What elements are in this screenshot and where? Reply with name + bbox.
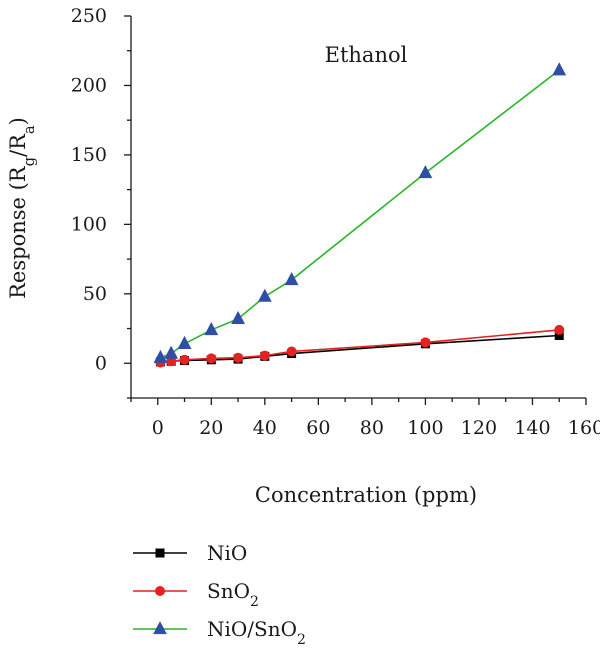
- data-point-circle: [286, 346, 297, 357]
- legend: NiO SnO2 NiO/SnO2: [133, 541, 306, 648]
- series-layer: [153, 62, 567, 368]
- y-axis-label: Response (Rg/Ra): [6, 117, 38, 299]
- data-point-circle: [554, 324, 565, 335]
- data-point-triangle: [164, 345, 179, 359]
- legend-item: NiO: [133, 541, 247, 565]
- data-point-triangle: [257, 288, 272, 302]
- axes: 0 50 100 150 200 250 0 20 40 60 80 100 120 140 160: [71, 5, 600, 439]
- data-point-circle: [179, 354, 190, 365]
- x-tick-label: 60: [306, 417, 330, 439]
- legend-item: SnO2: [133, 579, 259, 610]
- y-tick-label: 100: [71, 213, 107, 235]
- data-point-triangle: [552, 62, 567, 76]
- series-nio-sno2: [153, 62, 567, 363]
- y-tick-label: 0: [95, 352, 107, 374]
- data-point-circle: [259, 350, 270, 361]
- data-point-circle: [420, 337, 431, 348]
- data-point-square: [554, 330, 564, 340]
- data-point-triangle: [284, 272, 299, 286]
- data-point-triangle: [153, 621, 167, 635]
- legend-item: NiO/SnO2: [133, 617, 306, 648]
- data-point-triangle: [231, 310, 245, 324]
- series-line: [160, 329, 560, 364]
- data-point-triangle: [204, 322, 219, 336]
- data-point-circle: [233, 352, 244, 363]
- legend-label: NiO: [207, 541, 247, 565]
- x-tick-label: 20: [199, 417, 223, 439]
- data-point-triangle: [177, 335, 192, 350]
- series-nio: [155, 330, 564, 367]
- series-sno2: [155, 324, 565, 368]
- x-axis-label: Concentration (ppm): [255, 483, 477, 507]
- x-tick-label: 0: [152, 417, 164, 439]
- data-point-square: [155, 548, 165, 558]
- x-tick-label: 100: [407, 417, 443, 439]
- chart-annotation: Ethanol: [325, 43, 408, 67]
- y-tick-label: 50: [83, 283, 107, 305]
- x-tick-label: 160: [568, 417, 600, 439]
- series-line: [160, 69, 560, 359]
- data-point-circle: [206, 353, 217, 364]
- x-tick-label: 120: [461, 417, 497, 439]
- y-tick-label: 150: [71, 144, 107, 166]
- data-point-triangle: [153, 349, 168, 363]
- y-tick-label: 200: [71, 74, 107, 96]
- y-tick-label: 250: [71, 5, 107, 27]
- legend-label: NiO/SnO2: [207, 617, 306, 648]
- x-tick-label: 80: [360, 417, 384, 439]
- x-tick-label: 40: [253, 417, 277, 439]
- legend-label: SnO2: [207, 579, 259, 610]
- data-point-circle: [155, 586, 165, 596]
- x-tick-label: 140: [514, 417, 550, 439]
- data-point-triangle: [418, 165, 433, 179]
